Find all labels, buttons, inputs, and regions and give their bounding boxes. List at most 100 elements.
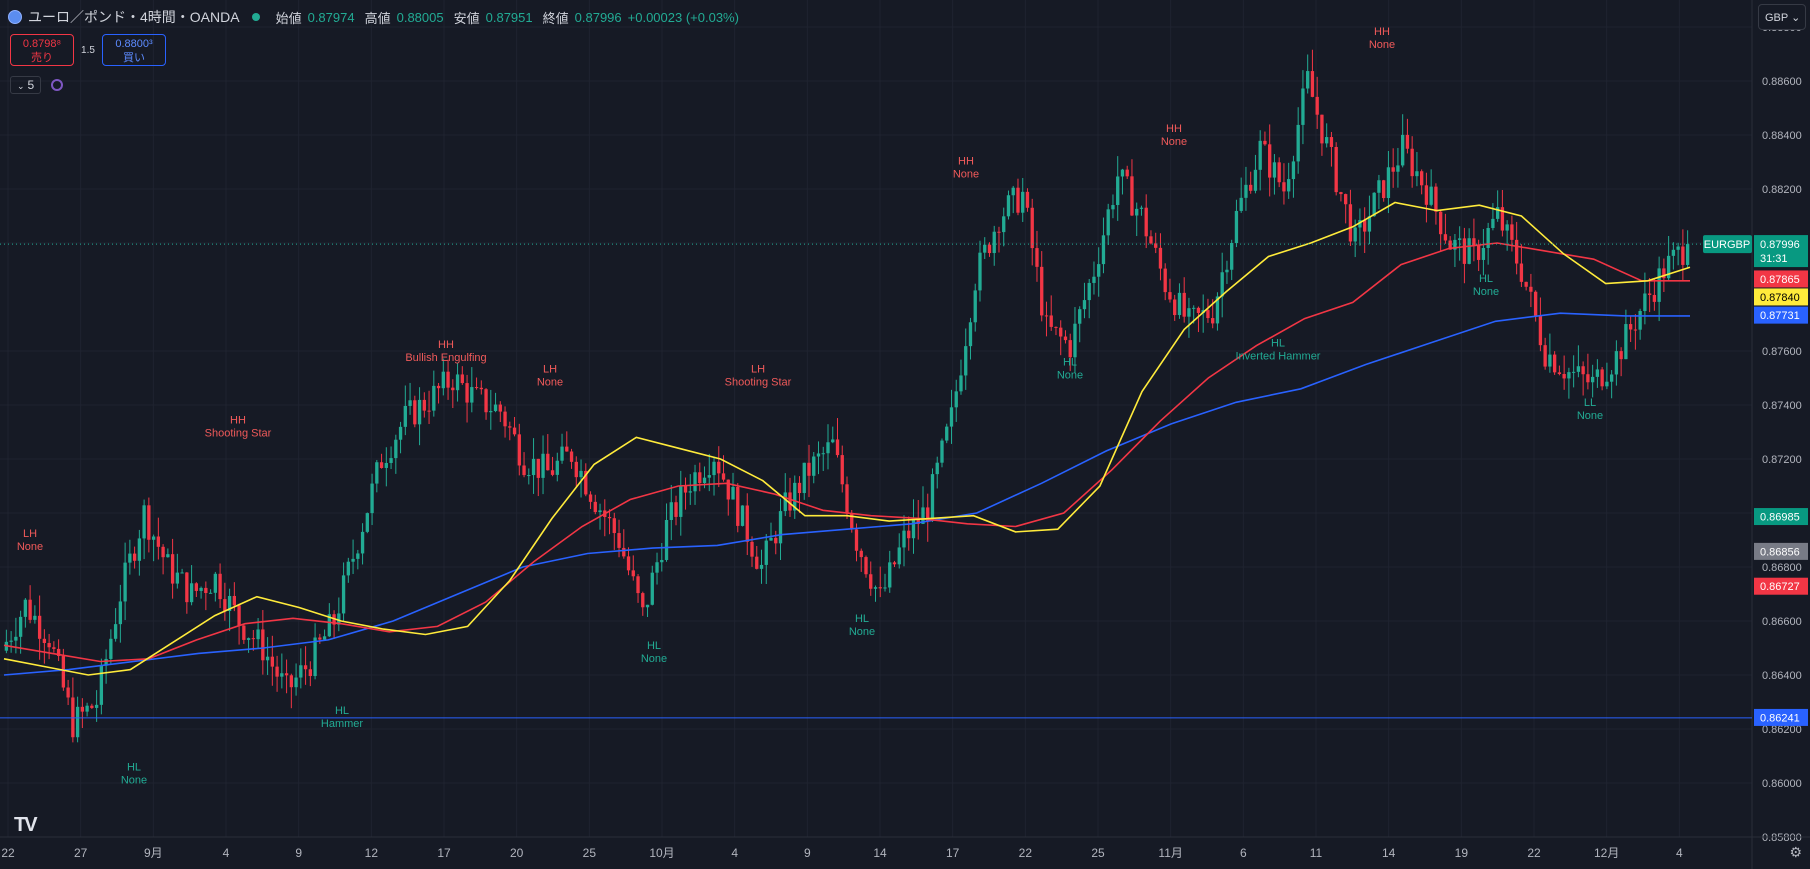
candle-body <box>1059 327 1063 337</box>
currency-label: GBP <box>1765 12 1789 24</box>
candle-body <box>237 605 241 626</box>
candle-body <box>821 453 825 455</box>
candle-body <box>417 399 422 425</box>
countdown-text: 31:31 <box>1760 253 1788 265</box>
time-tick-label: 4 <box>1676 846 1683 860</box>
candle-body <box>926 507 930 521</box>
candle-body <box>1557 372 1562 375</box>
candle-body <box>987 244 992 254</box>
candle-body <box>959 375 963 392</box>
candle-body <box>593 501 597 513</box>
candle-body <box>56 648 61 657</box>
candle-body <box>251 638 256 640</box>
candle-body <box>1348 204 1353 242</box>
candle-body <box>1685 244 1690 265</box>
candle-body <box>759 564 764 569</box>
candle-body <box>1443 234 1448 241</box>
candle-body <box>688 491 692 493</box>
candle-body <box>61 656 66 688</box>
candle-body <box>1291 161 1296 180</box>
candle-body <box>788 492 792 511</box>
candle-body <box>313 637 317 677</box>
candle-body <box>1296 124 1300 162</box>
candle-body <box>493 404 498 412</box>
candle-body <box>1628 324 1633 330</box>
sell-button[interactable]: 0.8798⁸ 売り <box>10 34 74 66</box>
candle-body <box>194 583 199 591</box>
candle-body <box>1277 162 1281 183</box>
candle-body <box>132 553 137 561</box>
candle-body <box>1495 207 1500 219</box>
candle-body <box>721 473 726 480</box>
symbol-title[interactable]: ユーロ／ポンド・4時間・OANDA <box>28 9 240 25</box>
candle-body <box>1614 351 1619 375</box>
time-tick-label: 22 <box>1019 846 1033 860</box>
swing-label-type: HL <box>1479 273 1493 285</box>
candle-body <box>398 426 403 440</box>
candle-body <box>1325 137 1329 144</box>
swing-label-type: LH <box>543 363 557 375</box>
candle-body <box>997 231 1001 233</box>
candle-body <box>1044 315 1049 317</box>
candle-body <box>227 595 232 612</box>
candle-body <box>726 479 730 500</box>
candle-body <box>1367 216 1372 232</box>
candle-body <box>983 244 987 253</box>
candle-body <box>1652 294 1657 302</box>
candle-body <box>973 290 977 323</box>
price-tag-text: 0.87865 <box>1760 274 1800 286</box>
candle-body <box>23 599 28 617</box>
candle-body <box>531 458 536 476</box>
price-tag-box <box>1754 288 1808 306</box>
candle-body <box>441 371 445 389</box>
candle-body <box>935 462 939 475</box>
tradingview-logo-icon[interactable]: TV <box>14 814 38 836</box>
candle-body <box>1548 354 1552 367</box>
candle-body <box>1424 185 1429 205</box>
price-tag-text: 0.86241 <box>1760 712 1800 724</box>
price-tag-text: 0.86985 <box>1760 512 1800 524</box>
candle-body <box>584 470 588 495</box>
candle-body <box>1320 114 1324 144</box>
candle-body <box>574 461 578 478</box>
candle-body <box>1382 180 1386 199</box>
candle-body <box>774 537 778 544</box>
candle-body <box>1391 167 1395 172</box>
candle-body <box>1111 205 1115 210</box>
candle-body <box>1386 167 1391 199</box>
candle-body <box>831 439 835 443</box>
time-tick-label: 17 <box>946 846 960 860</box>
candle-body <box>1030 207 1034 249</box>
swing-label-pattern: None <box>641 653 667 665</box>
candle-body <box>816 453 821 457</box>
candle-body <box>731 487 735 500</box>
candle-body <box>854 529 859 551</box>
candle-body <box>949 407 954 427</box>
candle-body <box>964 346 968 376</box>
gear-icon[interactable]: ⚙ <box>1789 844 1802 860</box>
candle-body <box>280 673 284 677</box>
candle-body <box>42 638 47 644</box>
candle-body <box>778 511 783 544</box>
candle-body <box>498 404 502 412</box>
time-tick-label: 22 <box>1 846 15 860</box>
candle-body <box>1405 134 1410 149</box>
candle-body <box>797 482 802 494</box>
swing-label-type: HL <box>1063 357 1077 369</box>
swing-label-pattern: None <box>1369 39 1395 51</box>
currency-button[interactable]: GBP ⌄ <box>1758 4 1806 30</box>
candle-body <box>1016 187 1020 213</box>
indicators-toggle-button[interactable]: ⌄ 5 <box>10 76 42 94</box>
candle-body <box>536 458 540 478</box>
time-tick-label: 17 <box>437 846 451 860</box>
candle-body <box>1590 376 1595 383</box>
candle-body <box>199 587 203 591</box>
candle-body <box>90 705 94 708</box>
candle-body <box>1253 169 1258 191</box>
candle-body <box>546 453 550 471</box>
candle-body <box>337 613 341 625</box>
candle-body <box>660 559 664 563</box>
candle-body <box>1206 310 1210 319</box>
buy-button[interactable]: 0.8800³ 買い <box>102 34 166 66</box>
